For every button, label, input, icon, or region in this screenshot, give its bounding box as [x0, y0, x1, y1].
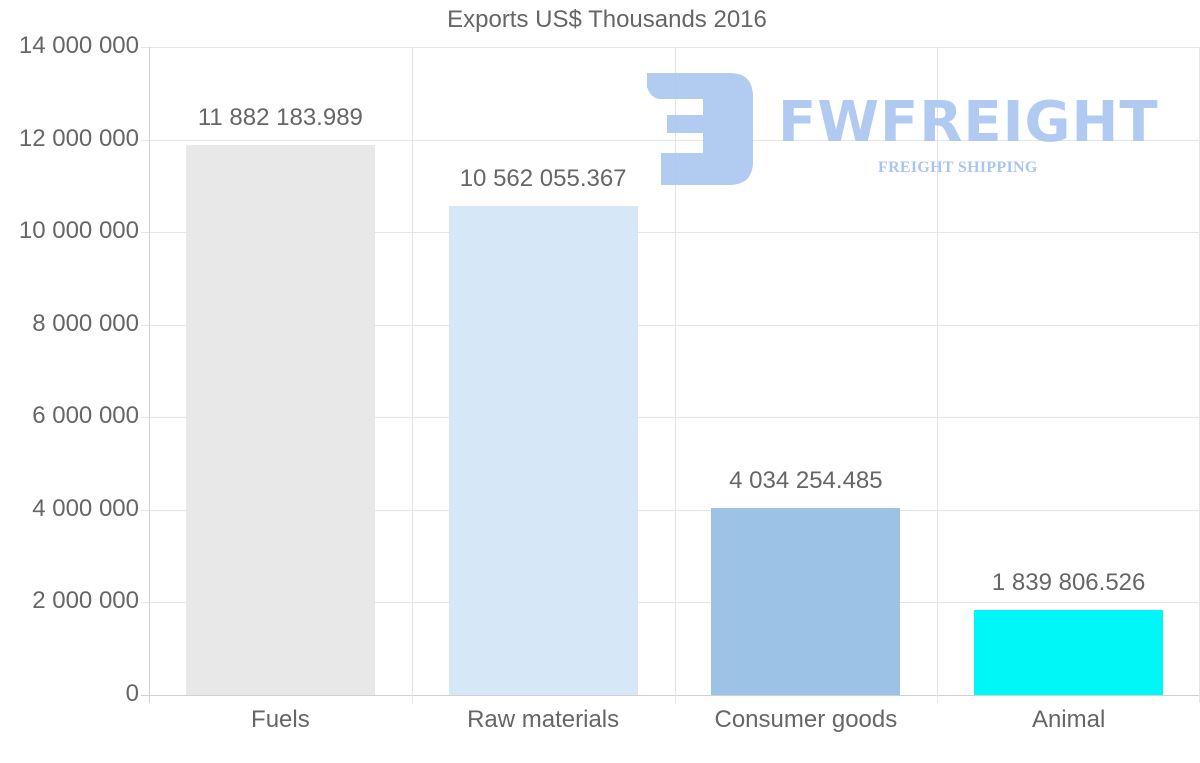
bar-value-label: 4 034 254.485: [729, 467, 883, 495]
x-tick-label: Fuels: [251, 706, 310, 733]
x-tick-label: Animal: [1031, 706, 1106, 733]
y-tick-label: 8 000 000: [32, 309, 139, 337]
bar-value-label: 10 562 055.367: [459, 165, 627, 193]
gridline-horizontal: [141, 324, 1200, 326]
gridline-vertical: [674, 47, 676, 703]
bar-consumer-goods[interactable]: [711, 508, 901, 695]
y-tick-label: 12 000 000: [18, 124, 139, 152]
gridline-horizontal: [141, 602, 1200, 604]
y-tick-label: 4 000 000: [32, 494, 139, 522]
bar-raw-materials[interactable]: [448, 206, 638, 695]
plot-area: 11 882 183.989 10 562 055.367 4 034 254.48…: [141, 47, 1200, 703]
bar-value-label: 1 839 806.526: [991, 568, 1146, 596]
gridline-horizontal: [141, 47, 1200, 48]
chart-title: Exports US$ Thousands 2016: [447, 6, 767, 33]
gridline-vertical: [149, 47, 150, 703]
bar-value-label: 11 882 183.989: [197, 104, 363, 132]
gridline-vertical: [937, 47, 939, 703]
gridline-vertical: [411, 47, 413, 703]
bar-animal[interactable]: [974, 609, 1164, 695]
y-tick-label: 14 000 000: [18, 32, 139, 59]
gridline-horizontal: [141, 695, 1200, 696]
gridline-horizontal: [141, 139, 1200, 141]
x-tick-label: Consumer goods: [714, 706, 898, 733]
y-tick-label: 0: [125, 680, 139, 707]
gridline-horizontal: [141, 417, 1200, 419]
y-tick-label: 6 000 000: [32, 402, 139, 430]
bar-fuels[interactable]: [185, 145, 375, 695]
gridline-horizontal: [141, 509, 1200, 511]
x-tick-label: Raw materials: [467, 706, 620, 733]
y-tick-label: 10 000 000: [18, 217, 139, 245]
y-tick-label: 2 000 000: [32, 587, 139, 615]
gridline-horizontal: [141, 232, 1200, 234]
